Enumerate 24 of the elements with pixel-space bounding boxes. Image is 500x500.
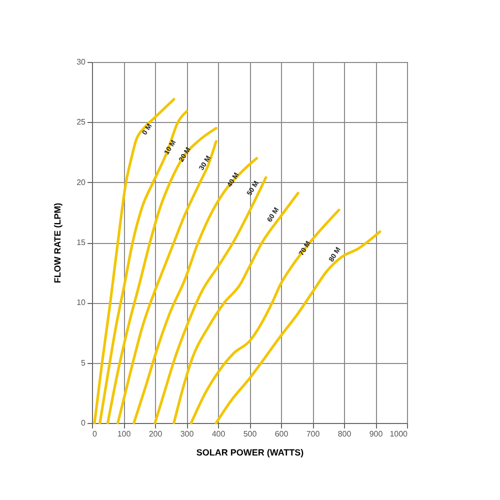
- line-series: [190, 208, 340, 424]
- x-tick-label: 500: [243, 430, 258, 438]
- y-tick-label: 30: [76, 58, 86, 66]
- y-tick-label: 5: [81, 358, 86, 368]
- x-axis-title: SOLAR POWER (WATTS): [196, 448, 304, 458]
- x-tick-label: 300: [180, 430, 194, 438]
- x-tick-label: 900: [369, 430, 384, 438]
- line-series: [93, 98, 176, 424]
- x-tick-label: 800: [338, 430, 352, 438]
- x-tick-label: 100: [117, 430, 132, 438]
- y-tick-label: 0: [81, 418, 86, 428]
- x-tick-label: 600: [274, 430, 289, 438]
- y-tick-label: 20: [76, 178, 86, 187]
- line-series: [214, 230, 382, 424]
- x-tick-label: 0: [92, 430, 98, 438]
- x-tick-label: 400: [212, 430, 226, 438]
- x-tick-label: 700: [306, 430, 320, 438]
- y-tick-label: 10: [76, 298, 86, 308]
- x-tick-label: 200: [148, 430, 163, 438]
- y-axis-title: FLOW RATE (LPM): [52, 202, 63, 284]
- x-tick-label: 1000: [390, 430, 408, 438]
- line-series: [98, 110, 188, 424]
- y-tick-label: 15: [76, 238, 86, 247]
- y-tick-label: 25: [76, 118, 86, 127]
